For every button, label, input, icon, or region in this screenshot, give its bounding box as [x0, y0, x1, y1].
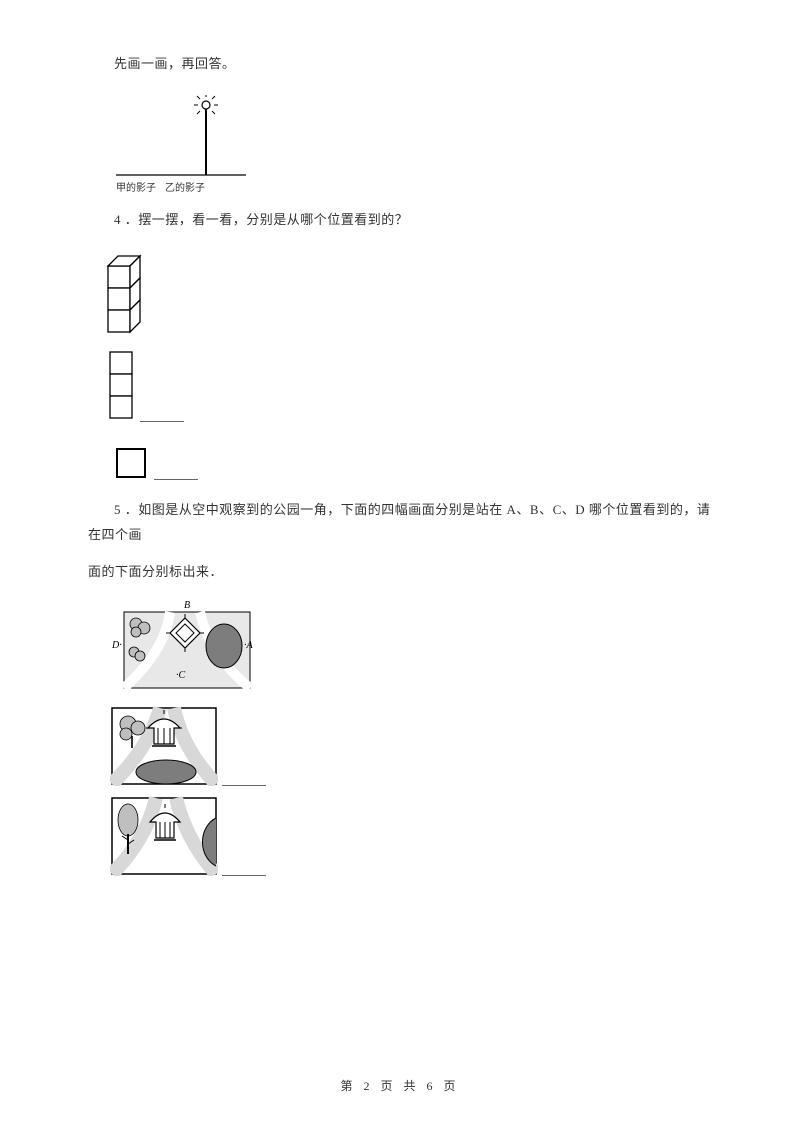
streetlight-svg [116, 95, 246, 183]
q4-number: 4 ． [114, 212, 138, 227]
answer-blank-1[interactable] [140, 414, 184, 422]
view-single [114, 446, 712, 480]
cube-3d-figure [104, 246, 712, 334]
label-D: D· [111, 640, 122, 651]
page-footer: 第 2 页 共 6 页 [0, 1075, 800, 1098]
shadow-caption-right: 乙的影子 [165, 183, 205, 194]
q3-intro-text: 先画一画，再回答。 [88, 52, 712, 77]
q5-text: 5 ．如图是从空中观察到的公园一角，下面的四幅画面分别是站在 A、B、C、D 哪… [88, 498, 712, 547]
q5-text-cont: 面的下面分别标出来． [88, 560, 712, 585]
park-view-2 [110, 796, 712, 876]
streetlight-figure: 甲的影子 乙的影子 [116, 95, 712, 198]
label-A: ·A [244, 640, 254, 651]
park-view-2-svg [110, 796, 218, 876]
label-B: B [184, 600, 190, 611]
q4-text: 4 ．摆一摆，看一看，分别是从哪个位置看到的？ [88, 208, 712, 233]
park-topview: B ·A D· ·C [110, 596, 712, 696]
park-view-1-svg [110, 706, 218, 786]
cube-3d-svg [104, 246, 148, 334]
label-C: ·C [176, 670, 186, 681]
park-topview-svg: B ·A D· ·C [110, 596, 260, 696]
view-vertical-3 [108, 350, 712, 422]
answer-blank-2[interactable] [154, 472, 198, 480]
answer-blank-view2[interactable] [222, 868, 266, 876]
answer-blank-view1[interactable] [222, 778, 266, 786]
q5-number: 5 ． [114, 502, 138, 517]
view-vertical-3-svg [108, 350, 134, 422]
park-view-1 [110, 706, 712, 786]
view-single-svg [114, 446, 148, 480]
shadow-caption-left: 甲的影子 [116, 183, 156, 194]
